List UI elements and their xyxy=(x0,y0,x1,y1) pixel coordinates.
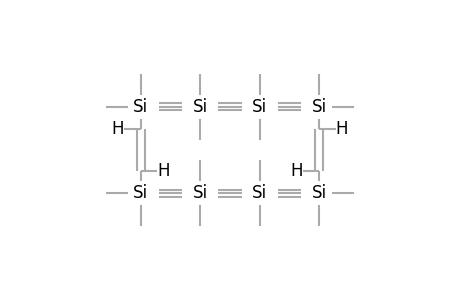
Text: H: H xyxy=(290,162,302,180)
Text: Si: Si xyxy=(252,184,267,202)
Text: Si: Si xyxy=(192,184,207,202)
Text: Si: Si xyxy=(133,184,148,202)
Text: Si: Si xyxy=(252,98,267,116)
Text: H: H xyxy=(335,120,347,138)
Text: Si: Si xyxy=(311,98,326,116)
Text: H: H xyxy=(157,162,169,180)
Text: H: H xyxy=(112,120,124,138)
Text: Si: Si xyxy=(192,98,207,116)
Text: Si: Si xyxy=(133,98,148,116)
Text: Si: Si xyxy=(311,184,326,202)
